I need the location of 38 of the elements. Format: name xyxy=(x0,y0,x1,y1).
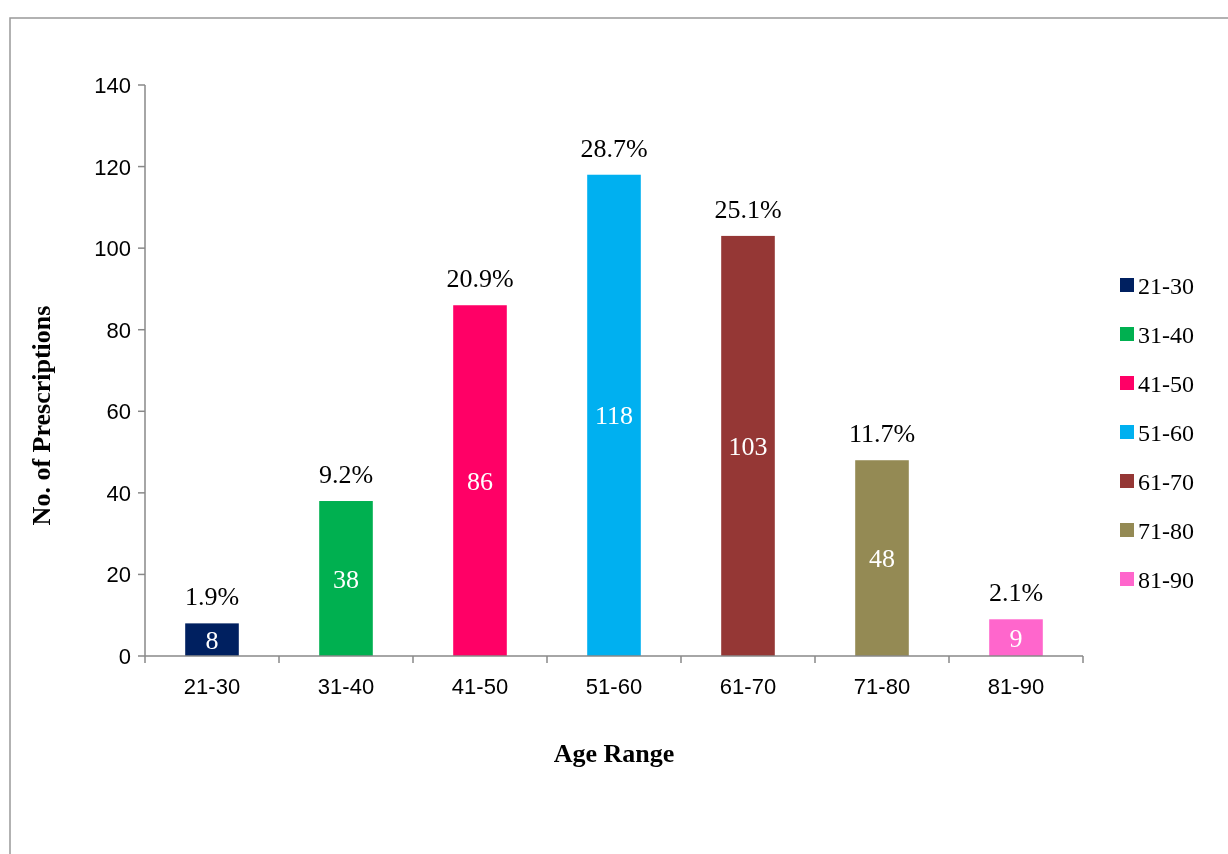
x-tick-label: 71-80 xyxy=(853,674,911,699)
data-label: 48 xyxy=(869,544,895,574)
y-axis-title: No. of Prescriptions xyxy=(27,305,56,526)
annotation: 25.1% xyxy=(714,194,782,224)
y-tick-label: 40 xyxy=(106,480,131,506)
data-label: 9 xyxy=(1009,623,1023,653)
x-axis-title: Age Range xyxy=(553,739,675,768)
data-label: 38 xyxy=(333,564,359,594)
x-tick-label: 61-70 xyxy=(719,674,777,699)
legend-label: 41-50 xyxy=(1138,371,1194,397)
data-label: 86 xyxy=(467,466,493,496)
annotation: 1.9% xyxy=(184,582,240,612)
y-tick-label: 80 xyxy=(106,317,131,343)
x-tick-label: 51-60 xyxy=(585,674,643,699)
annotation: 28.7% xyxy=(580,133,648,163)
annotation: 11.7% xyxy=(848,419,916,449)
annotation: 2.1% xyxy=(988,578,1044,608)
legend-label: 51-60 xyxy=(1138,420,1194,446)
x-tick-label: 31-40 xyxy=(317,674,375,699)
x-tick-label: 41-50 xyxy=(451,674,509,699)
y-tick-label: 140 xyxy=(94,73,131,98)
x-tick-label: 21-30 xyxy=(183,674,241,699)
data-label: 8 xyxy=(205,625,219,655)
annotation: 9.2% xyxy=(318,460,374,490)
y-tick-label: 120 xyxy=(94,154,131,180)
legend-label: 61-70 xyxy=(1138,469,1194,495)
legend-label: 81-90 xyxy=(1138,567,1194,593)
y-tick-label: 0 xyxy=(118,644,131,669)
x-tick-label: 81-90 xyxy=(987,674,1045,699)
y-tick-label: 20 xyxy=(106,562,131,588)
legend-label: 71-80 xyxy=(1138,518,1194,544)
legend-label: 31-40 xyxy=(1138,322,1194,348)
data-label: 118 xyxy=(594,401,634,431)
data-label: 103 xyxy=(728,431,768,461)
y-tick-label: 60 xyxy=(106,399,131,425)
annotation: 20.9% xyxy=(446,264,514,294)
y-tick-label: 100 xyxy=(94,236,131,262)
legend-label: 21-30 xyxy=(1138,273,1194,299)
